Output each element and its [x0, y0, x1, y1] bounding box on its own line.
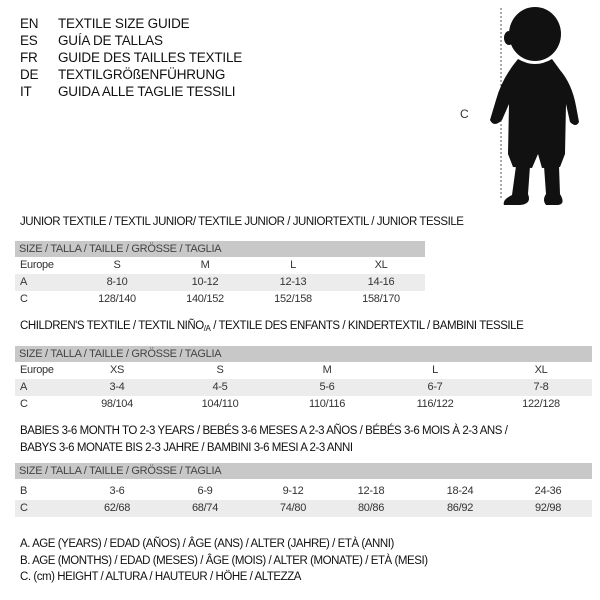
- babies-section-title-line2: BABYS 3-6 MONATE BIS 2-3 JAHRE / BAMBINI…: [20, 442, 353, 454]
- row-label: A: [20, 381, 28, 393]
- children-title-rest: / TEXTILE DES ENFANTS / KINDERTEXTIL / B…: [210, 320, 524, 332]
- table-cell: 12-18: [357, 485, 385, 497]
- table-row: B 3-6 6-9 9-12 12-18 18-24 24-36: [15, 483, 592, 500]
- language-code: ES: [20, 33, 38, 48]
- table-cell: 92/98: [534, 502, 562, 514]
- table-row: A 3-4 4-5 5-6 6-7 7-8: [15, 379, 592, 396]
- table-cell: 158/170: [362, 293, 400, 305]
- table-cell: 5-6: [319, 381, 335, 393]
- table-cell: 98/104: [101, 398, 133, 410]
- table-cell: 6-9: [197, 485, 213, 497]
- table-cell: XL: [534, 364, 548, 376]
- table-cell: 18-24: [446, 485, 474, 497]
- table-cell: 152/158: [274, 293, 312, 305]
- children-size-table: SIZE / TALLA / TAILLE / GRÖSSE / TAGLIA …: [15, 346, 592, 413]
- table-cell: 3-4: [109, 381, 125, 393]
- table-cell: S: [113, 259, 121, 271]
- junior-size-table: SIZE / TALLA / TAILLE / GRÖSSE / TAGLIA …: [15, 241, 425, 308]
- table-header: SIZE / TALLA / TAILLE / GRÖSSE / TAGLIA: [15, 241, 425, 257]
- language-code: FR: [20, 50, 38, 65]
- table-cell: 8-10: [106, 276, 128, 288]
- table-cell: 68/74: [191, 502, 219, 514]
- legend-a: A. AGE (YEARS) / EDAD (AÑOS) / ÂGE (ANS)…: [20, 538, 394, 550]
- table-cell: 3-6: [109, 485, 125, 497]
- table-cell: 86/92: [446, 502, 474, 514]
- row-label: Europe: [20, 364, 54, 376]
- table-cell: 122/128: [522, 398, 560, 410]
- children-section-title: CHILDREN'S TEXTILE / TEXTIL NIÑO/A / TEX…: [20, 320, 524, 333]
- row-label: Europe: [20, 259, 54, 271]
- babies-section-title-line1: BABIES 3-6 MONTH TO 2-3 YEARS / BEBÉS 3-…: [20, 425, 508, 437]
- table-cell: 7-8: [533, 381, 549, 393]
- language-code: EN: [20, 16, 39, 31]
- row-label: C: [20, 293, 28, 305]
- table-header: SIZE / TALLA / TAILLE / GRÖSSE / TAGLIA: [15, 346, 592, 362]
- table-cell: M: [200, 259, 210, 271]
- table-cell: S: [216, 364, 224, 376]
- table-cell: 9-12: [282, 485, 304, 497]
- language-code: DE: [20, 67, 39, 82]
- row-label: A: [20, 276, 28, 288]
- legend-b: B. AGE (MONTHS) / EDAD (MESES) / ÂGE (MO…: [20, 555, 428, 567]
- table-cell: 110/116: [308, 398, 346, 410]
- babies-size-table: SIZE / TALLA / TAILLE / GRÖSSE / TAGLIA …: [15, 463, 592, 517]
- table-cell: XL: [374, 259, 388, 271]
- table-row: C 62/68 68/74 74/80 80/86 86/92 92/98: [15, 500, 592, 517]
- row-label: B: [20, 485, 28, 497]
- row-label: C: [20, 398, 28, 410]
- guide-title: GUIDA ALLE TAGLIE TESSILI: [58, 84, 236, 99]
- table-cell: 6-7: [427, 381, 443, 393]
- legend-c: C. (cm) HEIGHT / ALTURA / HAUTEUR / HÖHE…: [20, 571, 302, 583]
- table-cell: 10-12: [191, 276, 219, 288]
- table-row: A 8-10 10-12 12-13 14-16: [15, 274, 425, 291]
- table-cell: M: [322, 364, 332, 376]
- guide-title: GUIDE DES TAILLES TEXTILE: [58, 50, 243, 65]
- language-code: IT: [20, 84, 32, 99]
- children-title-suffix: /A: [203, 324, 211, 333]
- table-cell: XS: [109, 364, 125, 376]
- children-title-main: CHILDREN'S TEXTILE / TEXTIL NIÑO: [20, 320, 204, 332]
- table-cell: 4-5: [212, 381, 228, 393]
- guide-title: TEXTILGRÖßENFÜHRUNG: [58, 67, 226, 82]
- table-cell: 24-36: [534, 485, 562, 497]
- baby-silhouette-icon: [490, 7, 579, 205]
- table-cell: L: [290, 259, 296, 271]
- table-cell: 12-13: [279, 276, 307, 288]
- table-row: C 128/140 140/152 152/158 158/170: [15, 291, 425, 308]
- figure-measure-label: C: [460, 107, 469, 121]
- table-cell: 116/122: [416, 398, 454, 410]
- table-cell: 140/152: [186, 293, 224, 305]
- table-cell: 104/110: [201, 398, 239, 410]
- table-cell: L: [432, 364, 438, 376]
- table-header: SIZE / TALLA / TAILLE / GRÖSSE / TAGLIA: [15, 463, 592, 479]
- guide-title: TEXTILE SIZE GUIDE: [58, 16, 190, 31]
- table-cell: 74/80: [279, 502, 307, 514]
- table-row: Europe XS S M L XL: [15, 362, 592, 379]
- table-row: Europe S M L XL: [15, 257, 425, 274]
- table-row: C 98/104 104/110 110/116 116/122 122/128: [15, 396, 592, 413]
- table-cell: 62/68: [103, 502, 131, 514]
- table-cell: 14-16: [367, 276, 395, 288]
- guide-title: GUÍA DE TALLAS: [58, 33, 163, 48]
- table-cell: 128/140: [98, 293, 136, 305]
- row-label: C: [20, 502, 28, 514]
- table-cell: 80/86: [357, 502, 385, 514]
- junior-section-title: JUNIOR TEXTILE / TEXTIL JUNIOR/ TEXTILE …: [20, 216, 464, 228]
